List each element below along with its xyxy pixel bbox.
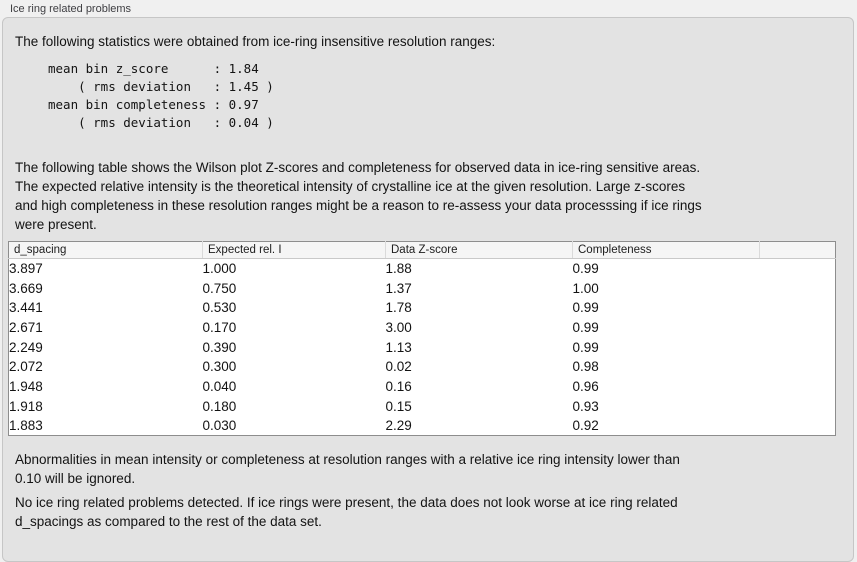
table-cell: 1.78 [385, 300, 412, 316]
column-header-d-spacing[interactable]: d_spacing [8, 241, 203, 259]
table-row[interactable]: 2.671 0.170 3.00 0.99 [9, 318, 836, 338]
table-cell-empty [760, 396, 836, 416]
table-cell-empty [760, 259, 836, 279]
table-cell: 0.02 [385, 359, 412, 375]
table-cell: 3.669 [9, 280, 43, 296]
table-cell-empty [760, 357, 836, 377]
table-cell: 1.883 [9, 418, 43, 434]
table-cell: 0.99 [572, 300, 599, 316]
table-cell: 2.249 [9, 339, 43, 355]
table-cell-empty [760, 377, 836, 397]
table-cell-empty [760, 337, 836, 357]
table-cell: 0.16 [385, 378, 412, 394]
table-cell: 1.000 [202, 261, 237, 277]
table-cell: 0.300 [202, 359, 237, 375]
table-row[interactable]: 2.072 0.300 0.02 0.98 [9, 357, 836, 377]
table-row[interactable]: 2.249 0.390 1.13 0.99 [9, 337, 836, 357]
table-cell: 1.918 [9, 398, 43, 414]
column-header-empty [759, 241, 836, 259]
table-cell: 0.99 [572, 339, 599, 355]
table-cell: 0.93 [572, 398, 599, 414]
table-cell: 1.37 [385, 280, 412, 296]
table-cell: 0.96 [572, 378, 599, 394]
table-cell: 2.29 [385, 418, 412, 434]
table-cell: 0.98 [572, 359, 599, 375]
table-cell: 1.13 [385, 339, 412, 355]
note-conclusion: No ice ring related problems detected. I… [15, 495, 678, 530]
stats-intro-text: The following statistics were obtained f… [15, 34, 496, 49]
table-cell: 0.170 [202, 319, 237, 335]
table-cell: 1.00 [572, 280, 599, 296]
table-cell: 0.750 [202, 280, 237, 296]
note-ignore-threshold: Abnormalities in mean intensity or compl… [15, 452, 680, 487]
table-cell-empty [760, 298, 836, 318]
table-cell: 1.948 [9, 378, 43, 394]
column-header-data-z-score[interactable]: Data Z-score [385, 241, 573, 259]
table-row[interactable]: 3.897 1.000 1.88 0.99 [9, 259, 836, 279]
table-cell: 2.072 [9, 359, 43, 375]
ice-ring-panel: The following statistics were obtained f… [2, 17, 854, 562]
table-cell: 0.390 [202, 339, 237, 355]
table-row[interactable]: 1.918 0.180 0.15 0.93 [9, 396, 836, 416]
table-intro-text: The following table shows the Wilson plo… [15, 160, 702, 232]
table-cell-empty [760, 278, 836, 298]
table-cell: 0.530 [202, 300, 237, 316]
stats-summary-block: mean bin z_score : 1.84 ( rms deviation … [48, 61, 274, 130]
table-cell: 3.00 [385, 319, 412, 335]
table-cell: 0.99 [572, 261, 599, 277]
table-cell-empty [760, 318, 836, 338]
panel-title: Ice ring related problems [10, 3, 132, 15]
table-row[interactable]: 1.948 0.040 0.16 0.96 [9, 377, 836, 397]
table-row[interactable]: 3.441 0.530 1.78 0.99 [9, 298, 836, 318]
table-cell: 0.99 [572, 319, 599, 335]
table-header-row: d_spacing Expected rel. I Data Z-score C… [8, 241, 836, 259]
table-cell: 1.88 [385, 261, 412, 277]
column-header-expected-rel-i[interactable]: Expected rel. I [202, 241, 386, 259]
table-row[interactable]: 1.883 0.030 2.29 0.92 [9, 416, 836, 436]
table-row[interactable]: 3.669 0.750 1.37 1.00 [9, 278, 836, 298]
table-cell: 0.040 [202, 378, 237, 394]
table-cell-empty [760, 416, 836, 436]
table-cell: 0.15 [385, 398, 412, 414]
ice-ring-table: d_spacing Expected rel. I Data Z-score C… [8, 241, 836, 437]
table-cell: 3.441 [9, 300, 43, 316]
table-cell: 0.92 [572, 418, 599, 434]
ice-ring-report-page: { "panel": { "title": "Ice ring related … [2, 3, 854, 562]
table-cell: 0.180 [202, 398, 237, 414]
table-cell: 2.671 [9, 319, 43, 335]
table-cell: 0.030 [202, 418, 237, 434]
ice-table-body: 3.897 1.000 1.88 0.99 3.669 0.750 1.37 1.00 3.44… [9, 259, 836, 436]
table-cell: 3.897 [9, 261, 43, 277]
column-header-completeness[interactable]: Completeness [572, 241, 760, 259]
